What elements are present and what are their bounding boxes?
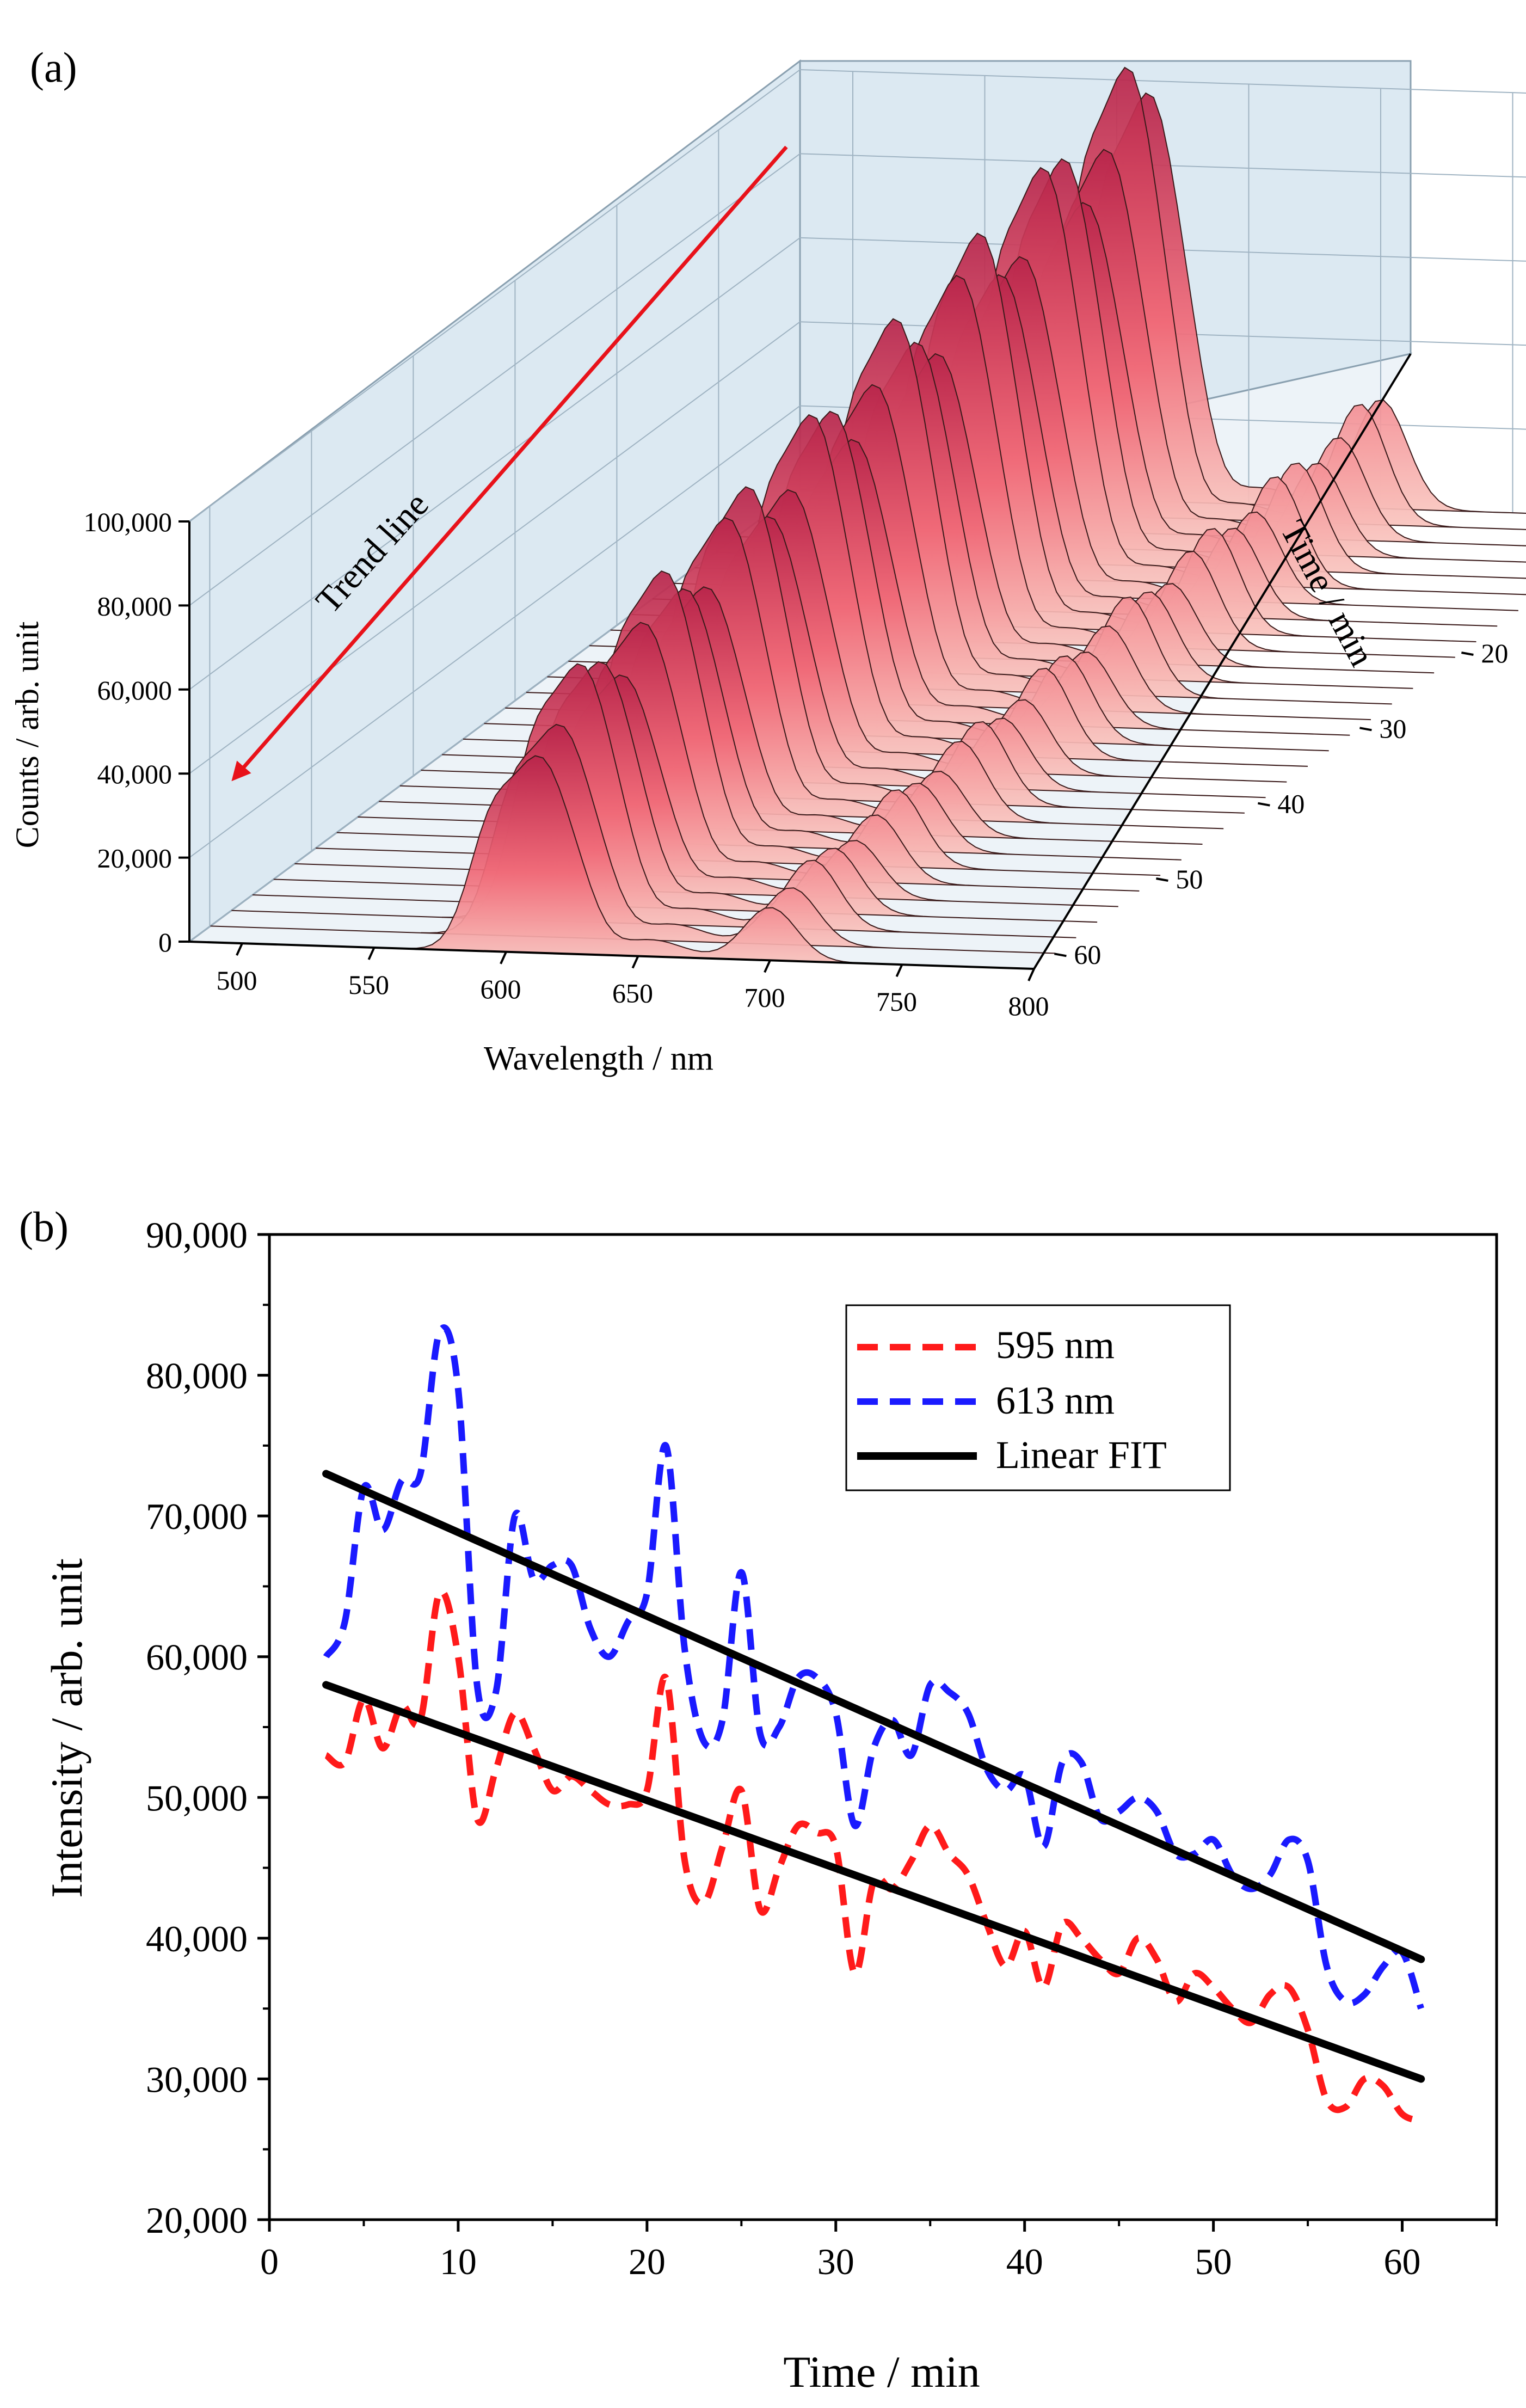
z-tick-label-a: 20 [1481,638,1508,668]
series-b [322,1324,1425,2124]
y-tick-label-b: 50,000 [146,1777,248,1819]
x-tick-a [631,955,639,969]
z-axis-a [1033,353,1412,970]
x-tick-a [367,947,376,960]
x-tick-label-b: 10 [440,2241,477,2282]
panel-b-line-chart: (b) 20,000 30,000 40,000 50,000 60,000 70,000… [19,1203,1498,2397]
y-tick-label-b: 60,000 [146,1637,248,1678]
x-tick-a [895,964,903,978]
z-tick-label-a: 60 [1074,939,1101,969]
legend: 595 nm 613 nm Linear FIT [845,1304,1231,1491]
spectrum-baseline [253,894,464,902]
wall-grid-line [189,237,801,690]
y-tick-label-a: 60,000 [97,675,173,705]
z-tick-label-a: 30 [1379,713,1406,744]
legend-label-613: 613 nm [996,1379,1115,1422]
x-tick-a [1027,968,1035,981]
wall-grid-line [189,405,801,858]
linear-fit-line [322,1470,1425,1963]
x-axis-a [189,941,1035,970]
x-tick-label-b: 40 [1006,2241,1043,2282]
spectrum-baseline [273,879,485,887]
x-tick-a [236,943,243,956]
y-tick-label-b: 70,000 [146,1496,248,1537]
x-tick-label-a: 500 [217,965,257,996]
spectrum-baseline [231,910,443,918]
x-tick-label-a: 800 [1008,991,1049,1021]
panel-b-label: (b) [19,1203,69,1250]
y-ticks-b: 20,000 30,000 40,000 50,000 60,000 70,000 80,0… [146,1214,269,2241]
wall-grid-line [799,153,1526,178]
x-axis-label-a: Wavelength / nm [484,1040,713,1077]
spectrum-baseline [210,925,422,933]
wall-grid-line [189,153,801,606]
x-tick-label-a: 550 [348,969,389,1000]
y-tick-label-a: 0 [158,927,172,957]
x-tick-label-b: 0 [260,2241,279,2282]
y-tick-label-b: 30,000 [146,2059,248,2100]
wall-grid-line [799,69,1526,94]
y-tick-label-a: 100,000 [84,507,173,537]
panel-a-waterfall: (a) 0 20,000 40,000 60,000 80,000 100,000 Cou… [9,44,1526,1077]
y-tick-label-a: 40,000 [97,759,173,789]
wall-grid-line [189,321,801,775]
z-tick-a [1461,652,1474,656]
trend-arrow [231,145,788,782]
y-axis-label-b: Intensity / arb. unit [42,1558,91,1898]
z-tick-a [1258,802,1270,807]
x-tick-label-a: 700 [744,982,785,1012]
z-tick-label-a: 40 [1277,789,1305,819]
x-tick-label-b: 30 [817,2241,854,2282]
z-tick-a [1054,953,1067,957]
y-tick-label-a: 80,000 [97,591,173,621]
wall-grid-line [799,237,1526,262]
x-ticks-a: 500 550 600 650 700 750 800 [217,943,1049,1021]
x-tick-label-a: 650 [612,978,653,1009]
panel-a-label: (a) [30,44,77,91]
series-line-595-nm [324,1588,1423,2124]
y-tick-label-b: 20,000 [146,2200,248,2241]
x-axis-label-b: Time / min [783,2347,980,2397]
y-ticks-a: 0 20,000 40,000 60,000 80,000 100,000 [84,507,189,957]
z-tick-label-a: 50 [1176,864,1203,894]
spectra-ridges [189,66,1526,969]
y-axis-label-a: Counts / arb. unit [9,621,45,848]
x-tick-label-b: 20 [629,2241,666,2282]
x-tick-a [764,960,771,973]
x-tick-label-a: 600 [481,974,521,1004]
legend-label-fit: Linear FIT [996,1433,1167,1477]
y-tick-label-a: 20,000 [97,843,173,874]
z-tick-a [1359,727,1372,732]
x-tick-label-a: 750 [876,986,917,1017]
z-tick-a [1156,877,1168,882]
x-tick-label-b: 60 [1384,2241,1421,2282]
y-tick-label-b: 90,000 [146,1214,248,1256]
y-tick-label-b: 80,000 [146,1355,248,1397]
x-tick-label-b: 50 [1195,2241,1232,2282]
x-ticks-b: 0 10 20 30 40 50 60 [260,2220,1498,2282]
y-tick-label-b: 40,000 [146,1918,248,1959]
legend-label-595: 595 nm [996,1323,1115,1367]
wall-grid-line [189,69,801,522]
linear-fit-line [322,1681,1425,2083]
x-tick-a [500,951,507,965]
